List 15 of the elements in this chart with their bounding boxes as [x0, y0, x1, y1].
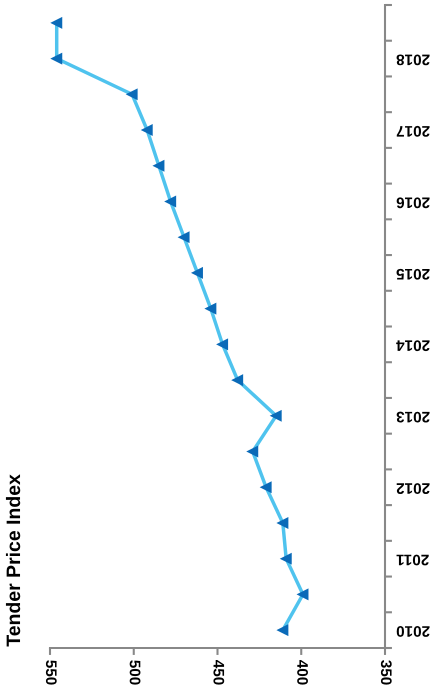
y-tick-label: 2018: [396, 54, 430, 66]
y-tick-label: 2014: [396, 340, 430, 352]
x-tick-label: 500: [130, 660, 140, 685]
y-tick-label: 2012: [396, 483, 430, 494]
y-tick-label: 2015: [396, 268, 430, 280]
x-tick-label: 450: [213, 660, 224, 685]
x-tick-label: 400: [297, 660, 308, 685]
y-tick-label: 2013: [396, 412, 430, 423]
y-tick-label: 2016: [396, 197, 430, 208]
y-tick-label: 2010: [396, 626, 430, 637]
y-tick-label: 2017: [396, 126, 430, 137]
x-tick-label: 550: [46, 660, 57, 685]
y-axis-title: Tender Price Index: [6, 474, 20, 646]
x-tick-label: 350: [380, 660, 392, 685]
y-tick-label: 2011: [396, 554, 429, 566]
